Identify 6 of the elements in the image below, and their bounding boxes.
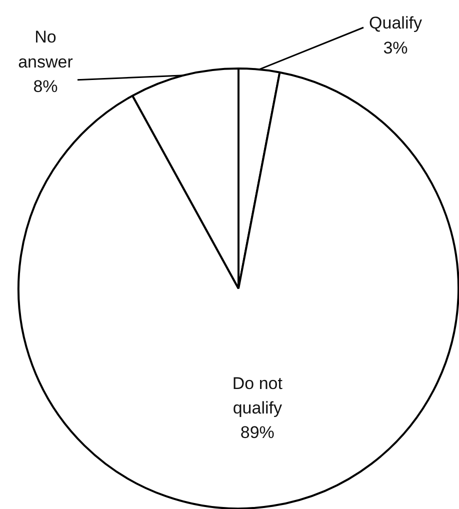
data-label: 8%: [33, 77, 58, 96]
data-label: 89%: [240, 423, 274, 442]
slice-label: No answer: [18, 28, 74, 72]
slice-label: Do not qualify: [232, 374, 283, 418]
data-label: 3%: [383, 38, 408, 58]
slice-label: Qualify: [369, 14, 422, 33]
